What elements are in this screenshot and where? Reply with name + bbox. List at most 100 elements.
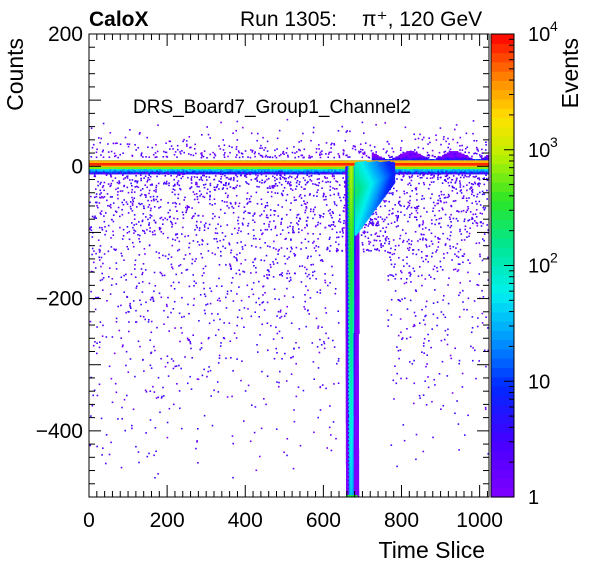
heatmap-cell	[322, 194, 325, 197]
heatmap-cell	[481, 259, 484, 262]
heatmap-cell	[145, 216, 147, 218]
heatmap-cell	[182, 226, 184, 229]
heatmap-cell	[179, 170, 182, 174]
heatmap-cell	[414, 172, 417, 175]
heatmap-cell	[260, 198, 263, 201]
heatmap-cell	[424, 278, 427, 280]
heatmap-cell	[241, 317, 243, 320]
heatmap-cell	[101, 168, 104, 171]
heatmap-cell	[132, 300, 135, 302]
heatmap-cell	[278, 169, 281, 172]
heatmap-cell	[229, 340, 232, 342]
heatmap-cell	[388, 251, 391, 254]
heatmap-cell	[464, 169, 467, 172]
heatmap-cell	[150, 215, 153, 217]
heatmap-cells	[89, 118, 489, 497]
heatmap-cell	[201, 374, 204, 377]
heatmap-cell	[396, 156, 399, 159]
heatmap-cell	[334, 203, 336, 205]
heatmap-cell	[440, 172, 443, 175]
heatmap-cell	[390, 159, 393, 162]
heatmap-cell	[112, 170, 115, 174]
heatmap-cell	[117, 191, 119, 193]
heatmap-cell	[289, 172, 292, 175]
heatmap-cell	[157, 182, 160, 185]
heatmap-cell	[343, 169, 346, 172]
heatmap-cell	[485, 365, 487, 368]
heatmap-cell	[193, 176, 196, 178]
heatmap-cell	[247, 222, 250, 225]
heatmap-cell	[464, 172, 467, 175]
heatmap-cell	[439, 197, 441, 200]
heatmap-cell	[209, 369, 212, 372]
heatmap-cell	[385, 159, 389, 162]
heatmap-cell	[192, 304, 195, 306]
heatmap-cell	[483, 349, 486, 352]
heatmap-cell	[132, 172, 135, 175]
heatmap-cell	[214, 170, 217, 174]
heatmap-cell	[446, 334, 449, 336]
heatmap-cell	[375, 232, 378, 234]
heatmap-cell	[98, 170, 101, 174]
heatmap-cell	[136, 180, 139, 183]
heatmap-cell	[407, 220, 409, 223]
heatmap-cell	[167, 168, 170, 171]
heatmap-cell	[289, 168, 292, 171]
heatmap-cell	[295, 170, 298, 174]
heatmap-cell	[333, 346, 336, 348]
heatmap-cell	[398, 169, 401, 172]
heatmap-cell	[90, 229, 93, 232]
heatmap-cell	[307, 168, 310, 171]
heatmap-cell	[229, 172, 232, 175]
heatmap-cell	[129, 168, 132, 171]
heatmap-cell	[446, 172, 449, 175]
heatmap-cell	[225, 182, 227, 184]
heatmap-cell	[483, 239, 485, 242]
heatmap-cell	[308, 175, 310, 178]
heatmap-cell	[142, 315, 145, 318]
heatmap-cell	[235, 169, 239, 172]
heatmap-cell	[447, 193, 450, 196]
heatmap-cell	[259, 215, 261, 217]
heatmap-cell	[391, 212, 393, 215]
heatmap-cell	[406, 157, 409, 160]
heatmap-cell	[485, 169, 489, 172]
heatmap-cell	[244, 244, 247, 247]
heatmap-cell	[90, 195, 92, 198]
heatmap-cell	[378, 159, 381, 162]
heatmap-cell	[398, 299, 400, 302]
heatmap-cell	[432, 168, 435, 171]
heatmap-cell	[164, 217, 166, 220]
heatmap-cell	[231, 169, 234, 172]
heatmap-cell	[424, 315, 426, 318]
heatmap-cell	[251, 170, 254, 174]
heatmap-cell	[286, 287, 288, 290]
heatmap-cell	[121, 255, 123, 257]
heatmap-cell	[196, 170, 199, 174]
heatmap-cell	[403, 192, 406, 195]
heatmap-cell	[445, 155, 448, 158]
heatmap-cell	[171, 168, 174, 171]
heatmap-cell	[317, 325, 320, 328]
heatmap-cell	[134, 230, 137, 233]
heatmap-cell	[170, 170, 173, 174]
heatmap-cell	[459, 176, 462, 179]
heatmap-cell	[443, 159, 446, 162]
heatmap-cell	[127, 248, 129, 250]
heatmap-cell	[407, 168, 410, 171]
heatmap-cell	[266, 276, 268, 279]
heatmap-cell	[459, 168, 462, 171]
heatmap-cell	[479, 255, 481, 258]
heatmap-cell	[212, 213, 214, 215]
heatmap-cell	[473, 172, 476, 175]
heatmap-cell	[459, 180, 461, 182]
heatmap-cell	[419, 397, 421, 399]
heatmap-cell	[466, 231, 468, 233]
heatmap-cell	[323, 169, 326, 172]
heatmap-cell	[255, 271, 257, 274]
heatmap-cell	[371, 157, 374, 160]
heatmap-cell	[274, 210, 277, 212]
heatmap-cell	[290, 279, 292, 281]
heatmap-cell	[179, 169, 182, 172]
heatmap-cell	[477, 317, 479, 319]
